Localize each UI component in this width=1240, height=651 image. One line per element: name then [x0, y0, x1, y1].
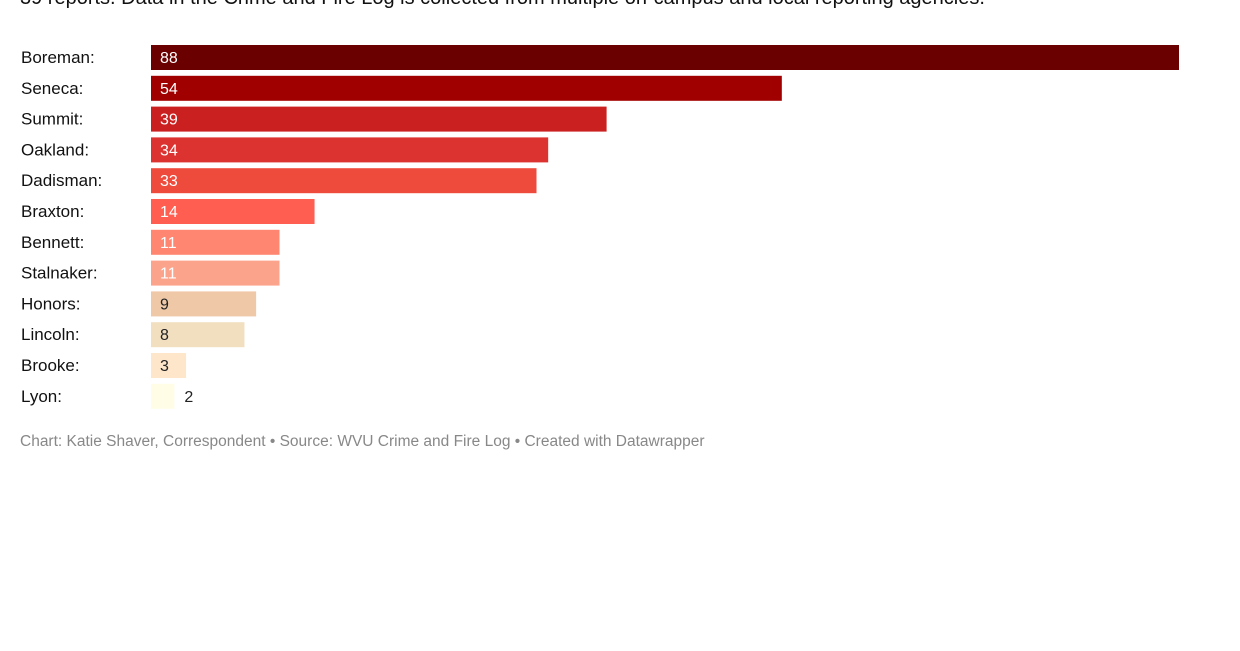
- bar: [151, 137, 549, 163]
- category-label: Honors:: [21, 294, 81, 313]
- value-label: 11: [160, 235, 177, 252]
- bar: [151, 199, 315, 224]
- bar: [151, 322, 245, 348]
- value-label: 33: [160, 173, 178, 190]
- category-label: Lincoln:: [21, 325, 80, 344]
- value-label: 3: [160, 358, 169, 375]
- bar: [151, 168, 537, 194]
- bar: [151, 229, 280, 255]
- bar: [151, 353, 187, 378]
- bar: [151, 106, 607, 132]
- category-label: Seneca:: [21, 79, 83, 98]
- bar: [151, 45, 1179, 70]
- bar: [151, 383, 175, 409]
- category-label: Summit:: [21, 110, 83, 129]
- category-label: Oakland:: [21, 140, 89, 159]
- category-label: Boreman:: [21, 48, 95, 67]
- category-label: Dadisman:: [21, 171, 102, 190]
- value-label: 34: [160, 142, 178, 159]
- intro-text: 39 reports. Data in the Crime and Fire L…: [20, 0, 1120, 9]
- category-label: Brooke:: [21, 356, 80, 375]
- value-label: 39: [160, 112, 178, 129]
- bar: [151, 291, 257, 317]
- category-label: Stalnaker:: [21, 264, 98, 283]
- chart-footer: Chart: Katie Shaver, Correspondent • Sou…: [20, 433, 705, 450]
- value-label: 88: [160, 50, 178, 67]
- value-label: 54: [160, 81, 178, 98]
- bar: [151, 75, 782, 101]
- category-label: Braxton:: [21, 202, 84, 221]
- value-label: 9: [160, 296, 169, 313]
- value-label: 8: [160, 327, 169, 344]
- bar: [151, 260, 280, 286]
- value-label: 11: [160, 266, 177, 283]
- category-label: Lyon:: [21, 387, 62, 406]
- category-label: Bennett:: [21, 233, 84, 252]
- value-label: 2: [184, 389, 193, 406]
- value-label: 14: [160, 204, 178, 221]
